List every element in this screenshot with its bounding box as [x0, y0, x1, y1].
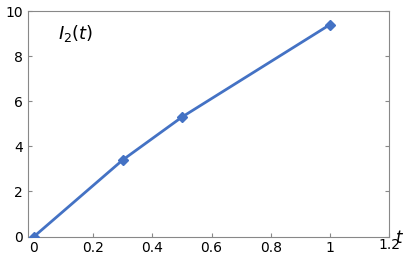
Text: $I_2(t)$: $I_2(t)$: [58, 23, 93, 44]
Text: 1.2: 1.2: [378, 238, 400, 252]
Text: $t$: $t$: [395, 229, 404, 247]
